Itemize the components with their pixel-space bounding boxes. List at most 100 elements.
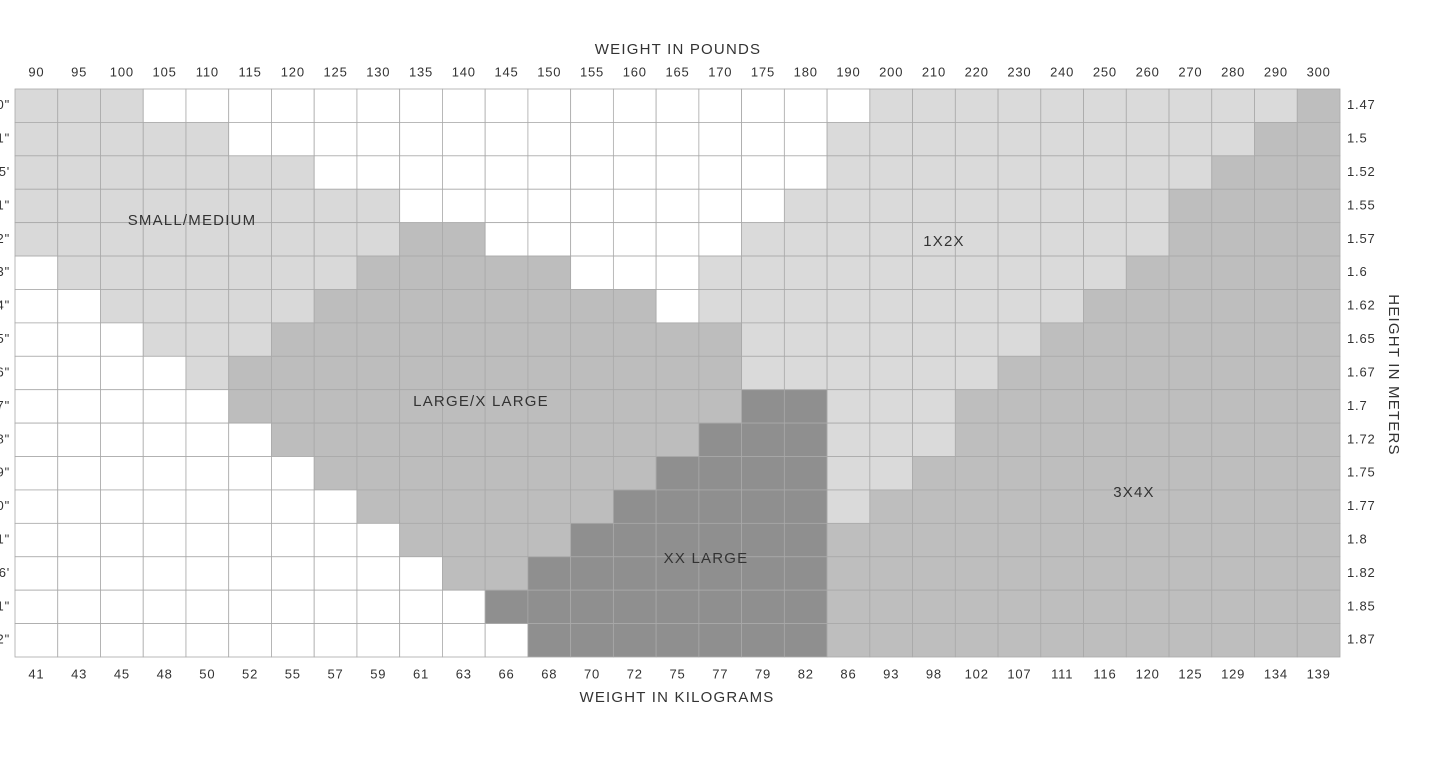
size-cell xyxy=(1254,255,1298,290)
size-cell xyxy=(741,255,785,290)
meter-label: 1.47 xyxy=(1347,97,1376,112)
size-cell xyxy=(997,623,1042,658)
size-cell xyxy=(1296,589,1341,624)
size-cell xyxy=(1254,489,1298,524)
pound-label: 90 xyxy=(28,64,44,79)
size-cell xyxy=(869,289,913,324)
size-cell xyxy=(142,489,187,524)
size-cell xyxy=(100,322,144,357)
size-cell xyxy=(655,122,700,157)
size-cell xyxy=(313,456,358,491)
size-cell xyxy=(14,322,59,357)
size-cell xyxy=(783,422,828,457)
size-cell xyxy=(271,222,315,257)
size-cell xyxy=(1083,289,1127,324)
size-cell xyxy=(1040,322,1084,357)
size-cell xyxy=(741,623,785,658)
size-cell xyxy=(1083,422,1127,457)
pound-label: 230 xyxy=(1007,64,1031,79)
size-cell xyxy=(912,188,956,224)
size-cell xyxy=(228,522,272,558)
size-cell xyxy=(1168,322,1213,357)
size-cell xyxy=(1125,155,1170,190)
size-cell xyxy=(57,255,101,290)
size-cell xyxy=(484,556,529,591)
size-cell xyxy=(142,522,187,558)
size-cell xyxy=(997,188,1042,224)
size-cell xyxy=(1254,389,1298,424)
size-cell xyxy=(741,355,785,391)
size-cell xyxy=(228,422,272,457)
size-cell xyxy=(1296,255,1341,290)
size-cell xyxy=(954,422,999,457)
size-cell xyxy=(228,255,272,290)
size-cell xyxy=(271,623,315,658)
size-cell xyxy=(1168,389,1213,424)
size-cell xyxy=(1254,222,1298,257)
size-cell xyxy=(100,556,144,591)
size-cell xyxy=(14,389,59,424)
size-cell xyxy=(1083,88,1127,123)
size-cell xyxy=(869,389,913,424)
size-cell xyxy=(14,155,59,190)
size-cell xyxy=(185,188,230,224)
meter-label: 1.77 xyxy=(1347,498,1376,513)
size-cell xyxy=(100,589,144,624)
kilogram-label: 86 xyxy=(840,666,856,681)
size-cell xyxy=(1040,623,1084,658)
size-cell xyxy=(100,255,144,290)
size-cell xyxy=(14,88,59,123)
size-cell xyxy=(1254,522,1298,558)
size-cell xyxy=(997,522,1042,558)
size-cell xyxy=(1083,589,1127,624)
size-cell xyxy=(1083,623,1127,658)
size-cell xyxy=(1168,522,1213,558)
size-cell xyxy=(313,188,358,224)
size-cell xyxy=(313,88,358,123)
size-cell xyxy=(100,623,144,658)
size-cell xyxy=(1211,155,1255,190)
size-cell xyxy=(612,322,657,357)
size-cell xyxy=(997,456,1042,491)
size-cell xyxy=(783,623,828,658)
pound-label: 125 xyxy=(324,64,348,79)
size-cell xyxy=(570,322,614,357)
size-cell xyxy=(313,589,358,624)
size-cell xyxy=(57,489,101,524)
kilogram-label: 70 xyxy=(584,666,600,681)
size-cell xyxy=(1211,122,1255,157)
size-cell xyxy=(612,122,657,157)
size-cell xyxy=(1168,556,1213,591)
size-cell xyxy=(1296,522,1341,558)
size-cell xyxy=(954,188,999,224)
size-cell xyxy=(570,489,614,524)
size-cell xyxy=(612,556,657,591)
size-cell xyxy=(698,155,743,190)
size-cell xyxy=(399,188,443,224)
size-cell xyxy=(313,122,358,157)
size-cell xyxy=(1254,589,1298,624)
size-cell xyxy=(783,188,828,224)
size-cell xyxy=(997,255,1042,290)
size-cell xyxy=(612,389,657,424)
size-cell xyxy=(1296,422,1341,457)
kilogram-label: 77 xyxy=(712,666,728,681)
feet-label: 4" xyxy=(0,298,10,313)
size-cell xyxy=(527,122,572,157)
size-cell xyxy=(313,222,358,257)
size-cell xyxy=(826,556,871,591)
bottom-axis-title: WEIGHT IN KILOGRAMS xyxy=(579,689,774,706)
kilogram-label: 129 xyxy=(1221,666,1245,681)
size-cell xyxy=(912,155,956,190)
zone-label: XX LARGE xyxy=(664,550,749,567)
size-cell xyxy=(1083,322,1127,357)
size-cell xyxy=(399,556,443,591)
size-cell xyxy=(1040,456,1084,491)
size-cell xyxy=(1296,322,1341,357)
size-cell xyxy=(484,255,529,290)
size-cell xyxy=(826,589,871,624)
size-cell xyxy=(185,422,230,457)
size-cell xyxy=(954,489,999,524)
size-cell xyxy=(356,88,401,123)
